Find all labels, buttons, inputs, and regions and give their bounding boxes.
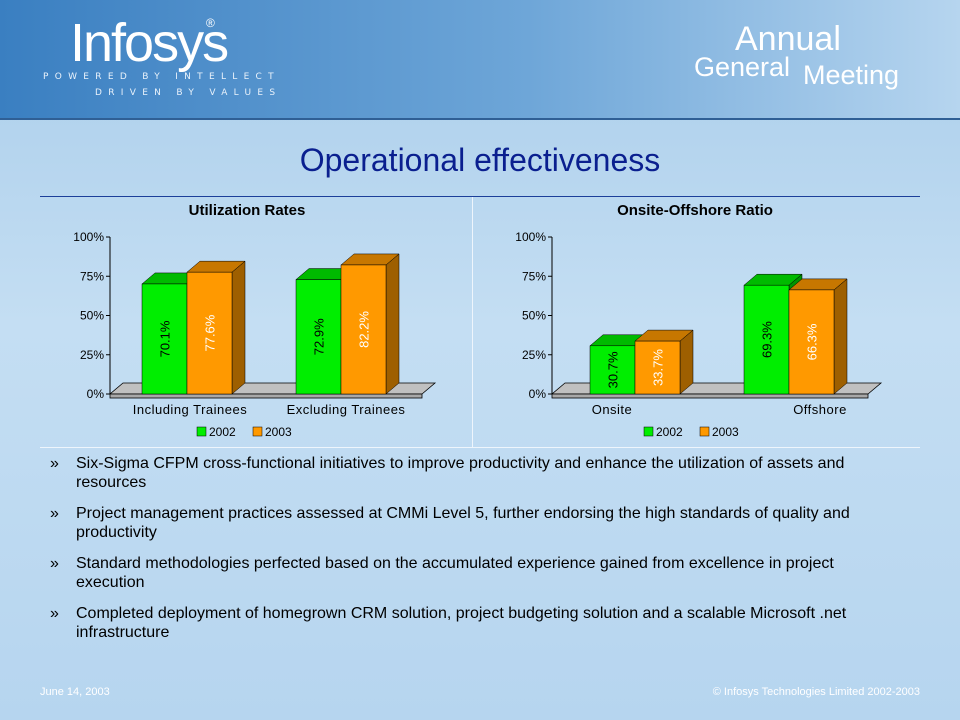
x-category-label: Including Trainees [133,402,248,417]
legend-label-2003: 2003 [265,425,292,439]
chart-floor-edge [109,393,423,399]
event-annual: Annual [735,20,841,58]
x-category-label: Excluding Trainees [287,402,406,417]
bar-2003-onsite [634,340,681,395]
bar-value-label: 33.7% [651,349,666,386]
slide-title: Operational effectiveness [299,142,661,178]
bullet-item: » Standard methodologies perfected based… [50,554,900,592]
y-tick-label: 25% [522,348,546,362]
footer-date: June 14, 2003 [40,686,110,698]
bullet-text: Project management practices assessed at… [76,505,850,541]
y-tick-label: 100% [73,230,104,244]
legend-swatch-2002 [643,426,654,437]
bullet-text: Standard methodologies perfected based o… [76,555,834,591]
bullet-marker: » [50,605,59,622]
bullet-item: » Project management practices assessed … [50,504,900,542]
bar-2002-onsite [589,345,636,395]
bar-value-label: 70.1% [158,320,173,357]
y-tick-label: 50% [80,309,104,323]
legend-swatch-2002 [196,426,207,437]
infosys-logo: Infosys [70,13,229,73]
bar-value-label: 77.6% [203,314,218,351]
chart-title: Onsite-Offshore Ratio [617,202,773,219]
bar-2003-offshore [788,289,835,395]
y-tick-label: 75% [522,269,546,283]
y-tick-label: 0% [529,387,547,401]
y-tick-label: 25% [80,348,104,362]
bar-value-label: 69.3% [760,321,775,358]
bullet-marker: » [50,455,59,472]
bar-value-label: 66.3% [805,323,820,360]
legend-swatch-2003 [252,426,263,437]
legend-label-2003: 2003 [712,425,739,439]
bullet-item: » Six-Sigma CFPM cross-functional initia… [50,454,900,492]
bullet-list: » Six-Sigma CFPM cross-functional initia… [50,454,900,654]
onsite-offshore-chart: Onsite-Offshore Ratio 100% 75% 50% 25% 0% 30.7… [515,202,883,439]
bar-value-label: 82.2% [357,311,372,348]
bar-2003-including-trainees [186,271,233,395]
chart-divider [472,197,473,447]
y-tick-label: 100% [515,230,546,244]
bar-side [833,278,848,395]
y-tick-label: 75% [80,269,104,283]
bar-side [231,260,246,395]
tagline-intellect: POWERED BY INTELLECT [43,72,280,82]
bar-value-label: 72.9% [312,318,327,355]
bullet-text: Completed deployment of homegrown CRM so… [76,605,847,641]
event-general: General [694,52,791,82]
bullet-item: » Completed deployment of homegrown CRM … [50,604,900,642]
bar-value-label: 30.7% [606,351,621,388]
bar-side [385,253,400,395]
bullet-marker: » [50,555,59,572]
x-category-label: Onsite [592,402,633,417]
chart-title: Utilization Rates [189,202,306,219]
tagline-values: DRIVEN BY VALUES [95,88,282,98]
header-divider [0,118,960,120]
y-tick-label: 0% [87,387,105,401]
header-band [0,0,960,118]
legend-label-2002: 2002 [209,425,236,439]
bullet-text: Six-Sigma CFPM cross-functional initiati… [76,455,845,491]
bullet-marker: » [50,505,59,522]
bar-2002-excluding-trainees [295,279,342,395]
event-meeting: Meeting [803,60,900,90]
bar-2003-excluding-trainees [340,264,387,395]
chart-bottom-rule [40,447,920,448]
chart-floor-edge [551,393,869,399]
bar-2002-including-trainees [141,283,188,395]
footer-copyright: © Infosys Technologies Limited 2002-2003 [712,686,920,698]
utilization-rates-chart: Utilization Rates 100% 75% 50% 25% 0% 70.1% 77.… [73,202,437,439]
bar-2002-offshore [743,284,790,395]
legend-label-2002: 2002 [656,425,683,439]
legend-swatch-2003 [699,426,710,437]
x-category-label: Offshore [793,402,847,417]
y-tick-label: 50% [522,309,546,323]
title-rule [40,196,920,197]
registered-mark: ® [206,16,215,30]
